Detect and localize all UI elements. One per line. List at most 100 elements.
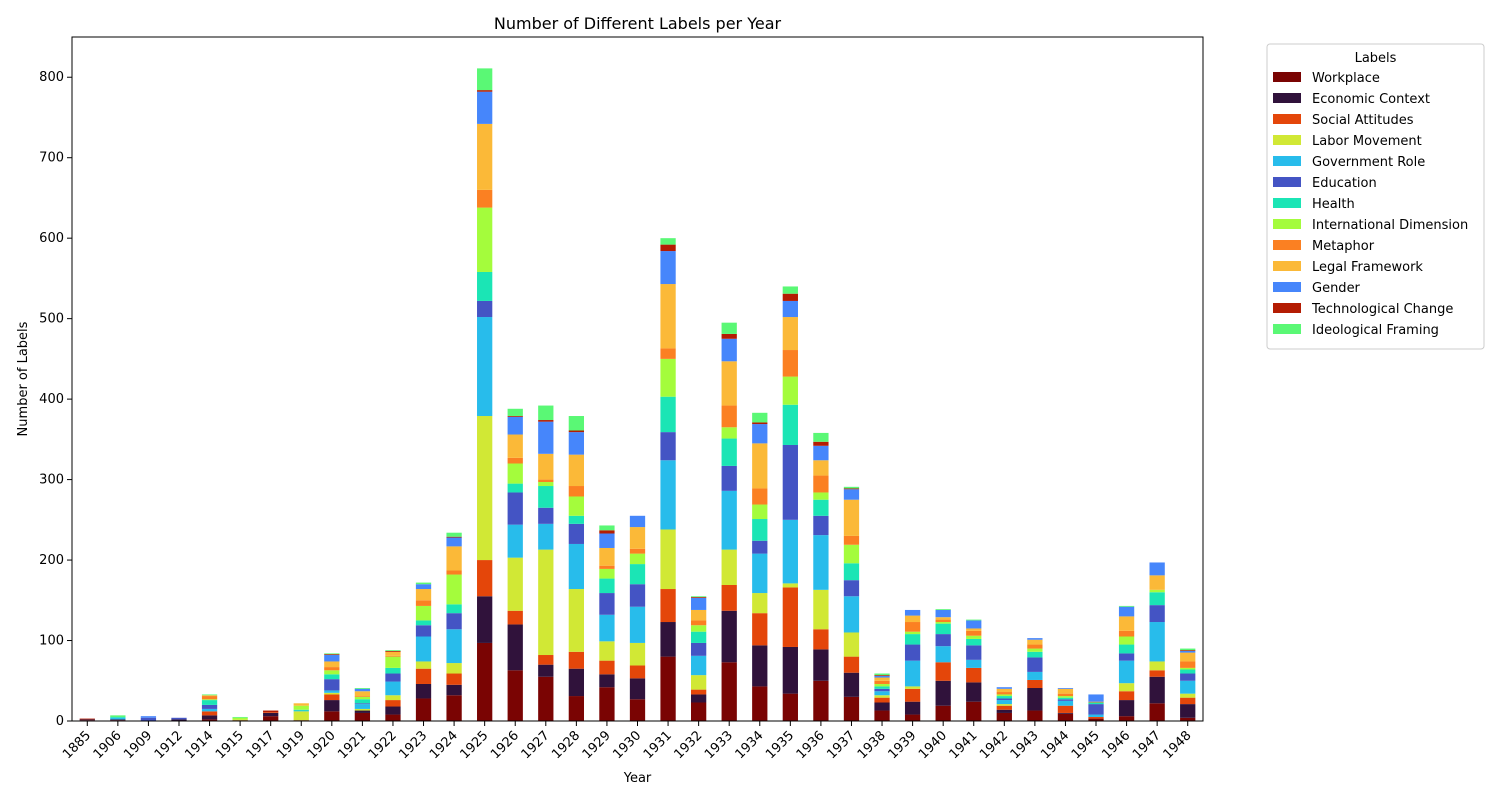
bar-1942-international-dimension — [996, 694, 1012, 697]
x-tick-label: 1937 — [824, 728, 858, 762]
bar-1938-metaphor — [874, 680, 890, 684]
bar-1931-economic-context — [660, 622, 676, 657]
bar-1920-health — [324, 674, 340, 680]
bar-1931-international-dimension — [660, 358, 676, 397]
bar-1914-education — [201, 704, 218, 709]
bar-1922-metaphor — [385, 655, 401, 657]
bar-1924-gender — [446, 537, 462, 547]
bar-1943-international-dimension — [1027, 648, 1043, 652]
legend-label: Government Role — [1312, 155, 1425, 170]
x-tick-label: 1912 — [152, 728, 186, 762]
x-tick-label: 1933 — [702, 728, 736, 762]
bar-1948-gender — [1180, 650, 1196, 653]
bar-1944-metaphor — [1057, 693, 1074, 697]
bar-1948-legal-framework — [1180, 652, 1196, 662]
bar-1920-social-attitudes — [324, 694, 340, 701]
bar-1928-international-dimension — [568, 496, 585, 516]
x-tick-label: 1946 — [1099, 728, 1133, 762]
bar-1922-education — [385, 673, 401, 682]
bar-1929-labor-movement — [599, 641, 615, 661]
x-tick-label: 1928 — [549, 728, 583, 762]
bar-1909-gender — [140, 716, 157, 718]
bar-1934-metaphor — [752, 488, 768, 505]
bar-1939-gender — [904, 609, 921, 616]
bar-1941-government-role — [966, 659, 982, 668]
bar-1924-metaphor — [446, 570, 462, 575]
bar-1915-international-dimension — [232, 717, 248, 720]
bar-1935-ideological-framing — [782, 286, 798, 294]
bar-1941-international-dimension — [966, 635, 982, 639]
bar-1935-metaphor — [782, 350, 798, 377]
bar-1914-health — [201, 700, 218, 705]
bar-1943-legal-framework — [1027, 639, 1043, 645]
bar-1939-legal-framework — [904, 615, 921, 623]
bar-1929-ideological-framing — [599, 525, 615, 531]
legend-label: Education — [1312, 176, 1377, 191]
bar-1938-ideological-framing — [874, 673, 890, 676]
bar-1944-social-attitudes — [1057, 705, 1074, 713]
bar-1947-gender — [1149, 562, 1165, 576]
bar-1923-metaphor — [415, 600, 432, 606]
bar-1928-gender — [568, 432, 585, 455]
bar-1936-workplace — [813, 680, 829, 721]
bar-1915-ideological-framing — [232, 716, 248, 718]
bar-1925-legal-framework — [477, 123, 493, 190]
legend-swatch — [1273, 261, 1301, 271]
bar-1923-government-role — [415, 636, 432, 662]
bar-1940-social-attitudes — [935, 662, 951, 681]
bar-1933-international-dimension — [721, 427, 737, 439]
bar-1937-social-attitudes — [843, 656, 860, 673]
bar-1920-workplace — [324, 711, 340, 721]
bar-1924-education — [446, 613, 462, 630]
bar-1922-health — [385, 667, 401, 674]
bar-1934-health — [752, 519, 768, 541]
legend-label: International Dimension — [1312, 218, 1468, 233]
bar-1938-labor-movement — [874, 695, 890, 698]
bar-1927-international-dimension — [538, 482, 554, 487]
bar-1942-government-role — [996, 700, 1012, 705]
bar-1944-education — [1057, 699, 1074, 701]
bar-1914-legal-framework — [201, 695, 218, 697]
bar-1937-labor-movement — [843, 632, 860, 657]
bar-1939-international-dimension — [904, 631, 921, 635]
bar-1935-international-dimension — [782, 376, 798, 405]
bar-1929-social-attitudes — [599, 660, 615, 675]
bar-1940-ideological-framing — [935, 609, 951, 610]
bar-1929-legal-framework — [599, 547, 615, 566]
bar-1931-education — [660, 432, 676, 461]
bar-1932-metaphor — [690, 620, 707, 626]
bar-1940-education — [935, 634, 951, 647]
x-tick-label: 1927 — [519, 728, 553, 762]
bar-1944-workplace — [1057, 713, 1074, 721]
bar-1921-gender — [354, 688, 371, 692]
bar-1919-health — [293, 709, 309, 711]
bar-1934-international-dimension — [752, 504, 768, 520]
y-tick-label: 200 — [39, 553, 64, 568]
bar-1947-economic-context — [1149, 676, 1165, 704]
bar-1947-government-role — [1149, 622, 1165, 662]
bar-1939-health — [904, 634, 921, 645]
x-tick-label: 1926 — [488, 728, 522, 762]
bar-1946-education — [1118, 653, 1135, 661]
bar-1932-social-attitudes — [690, 689, 707, 695]
bar-1944-economic-context — [1057, 712, 1074, 714]
bar-1927-labor-movement — [538, 549, 554, 656]
bar-1930-health — [629, 564, 646, 585]
bar-1938-social-attitudes — [874, 697, 890, 703]
bar-1940-economic-context — [935, 680, 951, 706]
bar-1924-health — [446, 604, 462, 614]
bar-1914-ideological-framing — [201, 694, 218, 696]
bar-1948-workplace — [1180, 717, 1196, 721]
bar-1936-labor-movement — [813, 589, 829, 630]
bar-1946-ideological-framing — [1118, 605, 1135, 607]
bar-1931-legal-framework — [660, 284, 676, 349]
x-tick-label: 1931 — [641, 728, 675, 762]
bar-1933-metaphor — [721, 405, 737, 428]
bar-1946-international-dimension — [1118, 636, 1135, 645]
legend-swatch — [1273, 177, 1301, 187]
bar-1925-metaphor — [477, 189, 493, 208]
x-axis-title: Year — [623, 771, 652, 786]
bar-1942-workplace — [996, 712, 1012, 721]
bar-1906-ideological-framing — [110, 715, 126, 717]
bar-1936-international-dimension — [813, 492, 829, 500]
